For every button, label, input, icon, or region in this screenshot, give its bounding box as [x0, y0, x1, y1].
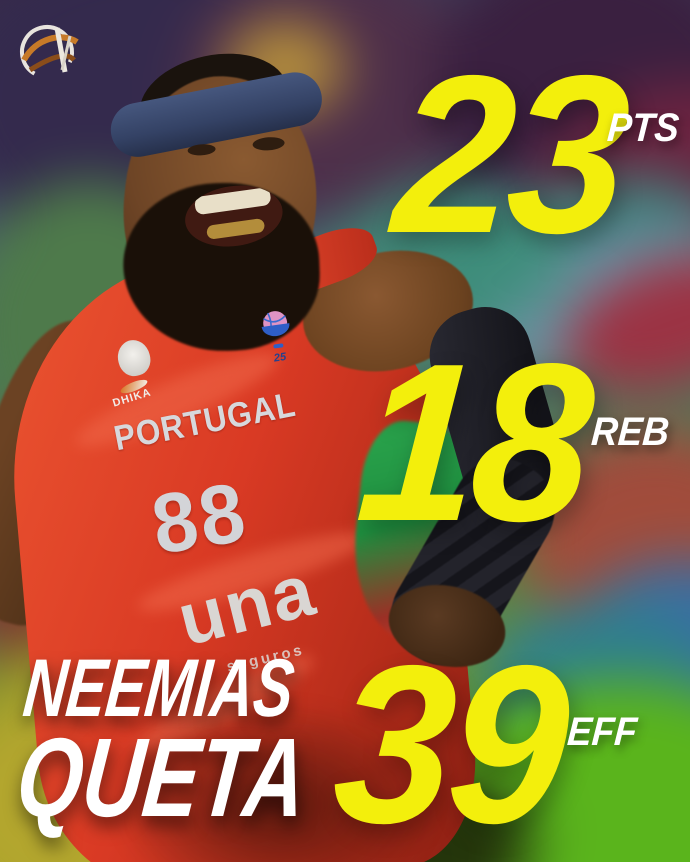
patch-ball-graphic: [261, 311, 290, 349]
stat-efficiency-value: 39: [327, 618, 572, 862]
stat-points-label: PTS: [605, 106, 681, 150]
stat-rebounds-label: REB: [589, 410, 671, 454]
basketball-logo-graphic: [19, 24, 79, 79]
player-teeth: [205, 217, 266, 240]
player-last-name: QUETA: [11, 715, 313, 840]
fiba-eurobasket-ball-icon: 25: [252, 305, 301, 366]
jersey-number-label: 88: [145, 464, 254, 572]
stat-rebounds-value: 18: [351, 316, 596, 568]
player-head: [79, 22, 371, 367]
stat-points-value: 23: [387, 28, 632, 280]
shadow-overlay: [110, 700, 440, 862]
basketball-logo-icon: [16, 20, 84, 84]
stat-efficiency-label: EFF: [565, 710, 639, 754]
